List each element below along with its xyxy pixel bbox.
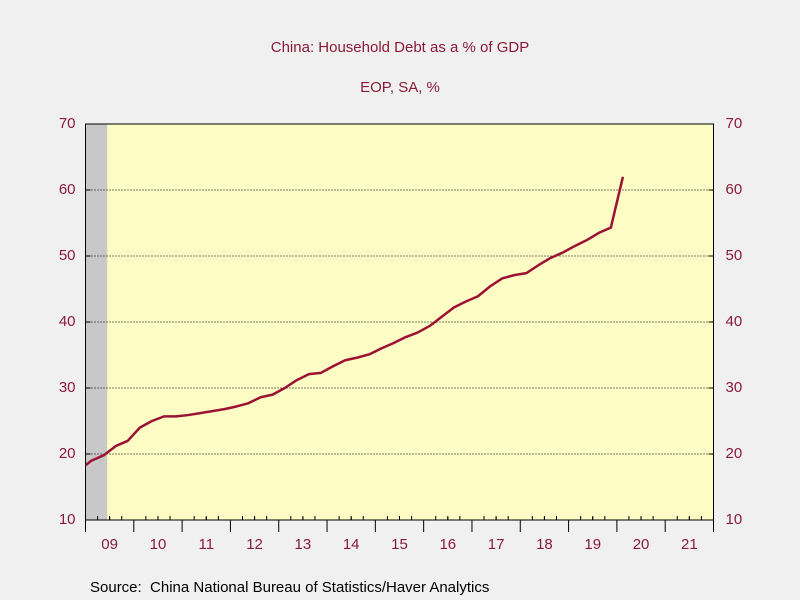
y-tick-label: 30 bbox=[59, 379, 76, 396]
y2-tick-label: 10 bbox=[726, 511, 743, 528]
y-tick-label: 50 bbox=[59, 247, 76, 264]
y-tick-label: 70 bbox=[59, 115, 76, 132]
y-tick-label: 20 bbox=[59, 445, 76, 462]
y-tick-label: 60 bbox=[59, 181, 76, 198]
x-tick-label: 09 bbox=[101, 536, 118, 553]
data-line bbox=[85, 176, 625, 467]
x-tick-label: 21 bbox=[681, 536, 698, 553]
recession-shade bbox=[85, 124, 108, 520]
y2-tick-label: 30 bbox=[726, 379, 743, 396]
y-tick-label: 40 bbox=[59, 313, 76, 330]
x-tick-label: 15 bbox=[391, 536, 408, 553]
x-tick-label: 19 bbox=[584, 536, 601, 553]
source-note: Source: China National Bureau of Statist… bbox=[90, 579, 489, 596]
y2-tick-label: 60 bbox=[726, 181, 743, 198]
y-tick-label: 10 bbox=[59, 511, 76, 528]
plot-area bbox=[85, 124, 714, 520]
y2-tick-label: 40 bbox=[726, 313, 743, 330]
x-tick-label: 13 bbox=[295, 536, 312, 553]
y2-tick-label: 50 bbox=[726, 247, 743, 264]
y2-tick-label: 20 bbox=[726, 445, 743, 462]
x-tick-label: 16 bbox=[439, 536, 456, 553]
x-tick-label: 18 bbox=[536, 536, 553, 553]
x-tick-label: 11 bbox=[198, 536, 214, 553]
chart-subtitle: EOP, SA, % bbox=[360, 79, 440, 96]
x-tick-label: 14 bbox=[343, 536, 360, 553]
x-tick-label: 20 bbox=[633, 536, 650, 553]
x-tick-label: 17 bbox=[488, 536, 505, 553]
chart-title: China: Household Debt as a % of GDP bbox=[271, 39, 529, 56]
x-tick-label: 10 bbox=[150, 536, 167, 553]
y2-tick-label: 70 bbox=[726, 115, 743, 132]
x-tick-label: 12 bbox=[246, 536, 263, 553]
